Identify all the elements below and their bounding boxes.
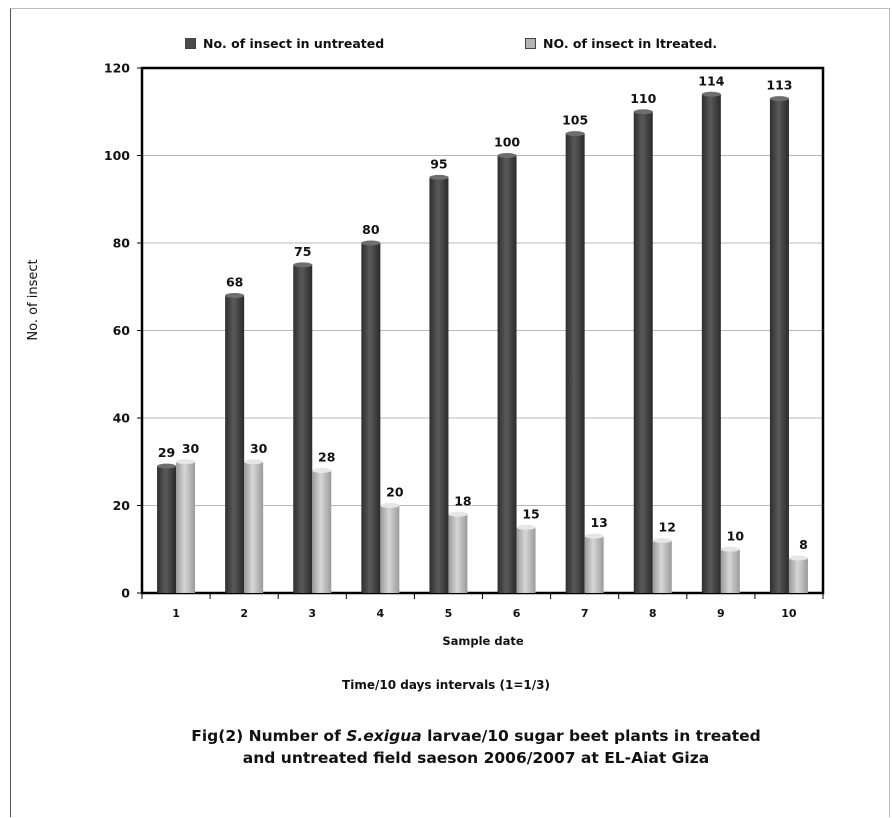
bar-top-cap <box>225 293 245 298</box>
legend-swatch-treated <box>525 38 536 49</box>
data-label-treated: 13 <box>590 515 607 530</box>
bar-top-cap <box>176 459 196 465</box>
bar-top-cap <box>312 468 332 473</box>
y-tick-label: 0 <box>121 586 130 601</box>
bar-treated <box>380 505 400 593</box>
data-label-treated: 8 <box>799 537 808 552</box>
x-tick-label: 5 <box>445 607 453 620</box>
legend-label-untreated: No. of insect in untreated <box>203 36 385 51</box>
bar-top-cap <box>429 174 449 180</box>
bar-top-cap <box>720 546 740 552</box>
x-tick-label: 4 <box>377 607 385 620</box>
bar-top-cap <box>244 459 264 465</box>
figure-caption: Fig(2) Number of S.exigua larvae/10 suga… <box>60 725 892 769</box>
x-tick-label: 2 <box>240 607 248 620</box>
legend-swatch-untreated <box>185 38 196 49</box>
y-tick-label: 40 <box>113 411 131 426</box>
data-label-untreated: 29 <box>158 445 175 460</box>
legend-label-treated: NO. of insect in ltreated. <box>543 36 718 51</box>
data-label-treated: 20 <box>386 485 404 500</box>
y-axis-label: No. of insect <box>26 259 41 340</box>
data-label-untreated: 105 <box>562 113 588 128</box>
bar-top-cap <box>769 96 789 102</box>
data-label-untreated: 100 <box>494 135 520 150</box>
data-label-untreated: 75 <box>294 244 311 259</box>
bar-untreated <box>701 94 721 593</box>
bar-treated <box>312 470 332 593</box>
x-tick-label: 7 <box>581 607 589 620</box>
x-tick-label: 6 <box>513 607 521 620</box>
data-label-treated: 18 <box>454 493 471 508</box>
data-label-untreated: 114 <box>698 73 724 88</box>
data-label-untreated: 110 <box>630 91 656 106</box>
bar-treated <box>788 558 808 593</box>
bar-top-cap <box>584 533 604 539</box>
bar-top-cap <box>157 463 177 469</box>
x-tick-label: 3 <box>308 607 316 620</box>
bar-top-cap <box>788 555 808 561</box>
data-label-untreated: 80 <box>362 222 380 237</box>
caption-species: S.exigua <box>346 727 422 745</box>
bar-treated <box>516 527 536 593</box>
bar-untreated <box>361 243 381 593</box>
bar-treated <box>652 540 672 593</box>
bar-untreated <box>565 133 585 593</box>
bar-treated <box>584 536 604 593</box>
data-label-treated: 30 <box>250 441 268 456</box>
data-label-treated: 15 <box>522 506 539 521</box>
bar-treated <box>720 549 740 593</box>
y-tick-label: 60 <box>113 323 131 338</box>
legend-item-treated: NO. of insect in ltreated. <box>525 36 717 51</box>
bar-treated <box>176 461 196 593</box>
y-tick-label: 100 <box>104 148 130 163</box>
legend-item-untreated: No. of insect in untreated <box>185 36 384 51</box>
bar-top-cap <box>361 240 381 246</box>
caption-prefix: Fig(2) Number of <box>191 727 347 745</box>
bar-untreated <box>429 177 449 593</box>
bar-untreated <box>769 98 789 593</box>
data-label-treated: 28 <box>318 450 335 465</box>
x-tick-label: 8 <box>649 607 657 620</box>
bar-top-cap <box>633 109 653 115</box>
bar-treated <box>448 514 468 593</box>
data-label-untreated: 68 <box>226 275 243 290</box>
bar-untreated <box>157 466 177 593</box>
bar-top-cap <box>448 511 468 517</box>
x-tick-label: 10 <box>781 607 797 620</box>
data-label-treated: 30 <box>182 441 200 456</box>
x-axis-subtitle: Time/10 days intervals (1=1/3) <box>342 678 550 692</box>
bar-untreated <box>497 155 517 593</box>
bar-top-cap <box>701 91 721 97</box>
bar-treated <box>244 461 264 593</box>
bar-top-cap <box>293 262 313 268</box>
data-label-treated: 10 <box>727 528 745 543</box>
data-label-untreated: 95 <box>430 156 447 171</box>
y-tick-label: 80 <box>113 236 131 251</box>
bar-untreated <box>633 111 653 593</box>
bar-top-cap <box>380 503 400 508</box>
data-label-treated: 12 <box>659 520 676 535</box>
figure-frame <box>10 8 890 817</box>
y-tick-label: 20 <box>113 498 131 513</box>
bar-top-cap <box>497 153 517 158</box>
caption-line-2: and untreated field saeson 2006/2007 at … <box>242 749 710 767</box>
x-axis-label: Sample date <box>442 634 523 648</box>
x-tick-label: 1 <box>172 607 180 620</box>
bar-untreated <box>225 295 245 593</box>
y-tick-label: 120 <box>104 61 130 76</box>
data-label-untreated: 113 <box>766 78 792 93</box>
caption-suffix: larvae/10 sugar beet plants in treated <box>421 727 761 745</box>
bar-top-cap <box>652 538 672 543</box>
x-tick-label: 9 <box>717 607 725 620</box>
bar-untreated <box>293 264 313 593</box>
bar-top-cap <box>565 131 585 137</box>
bar-top-cap <box>516 524 536 530</box>
